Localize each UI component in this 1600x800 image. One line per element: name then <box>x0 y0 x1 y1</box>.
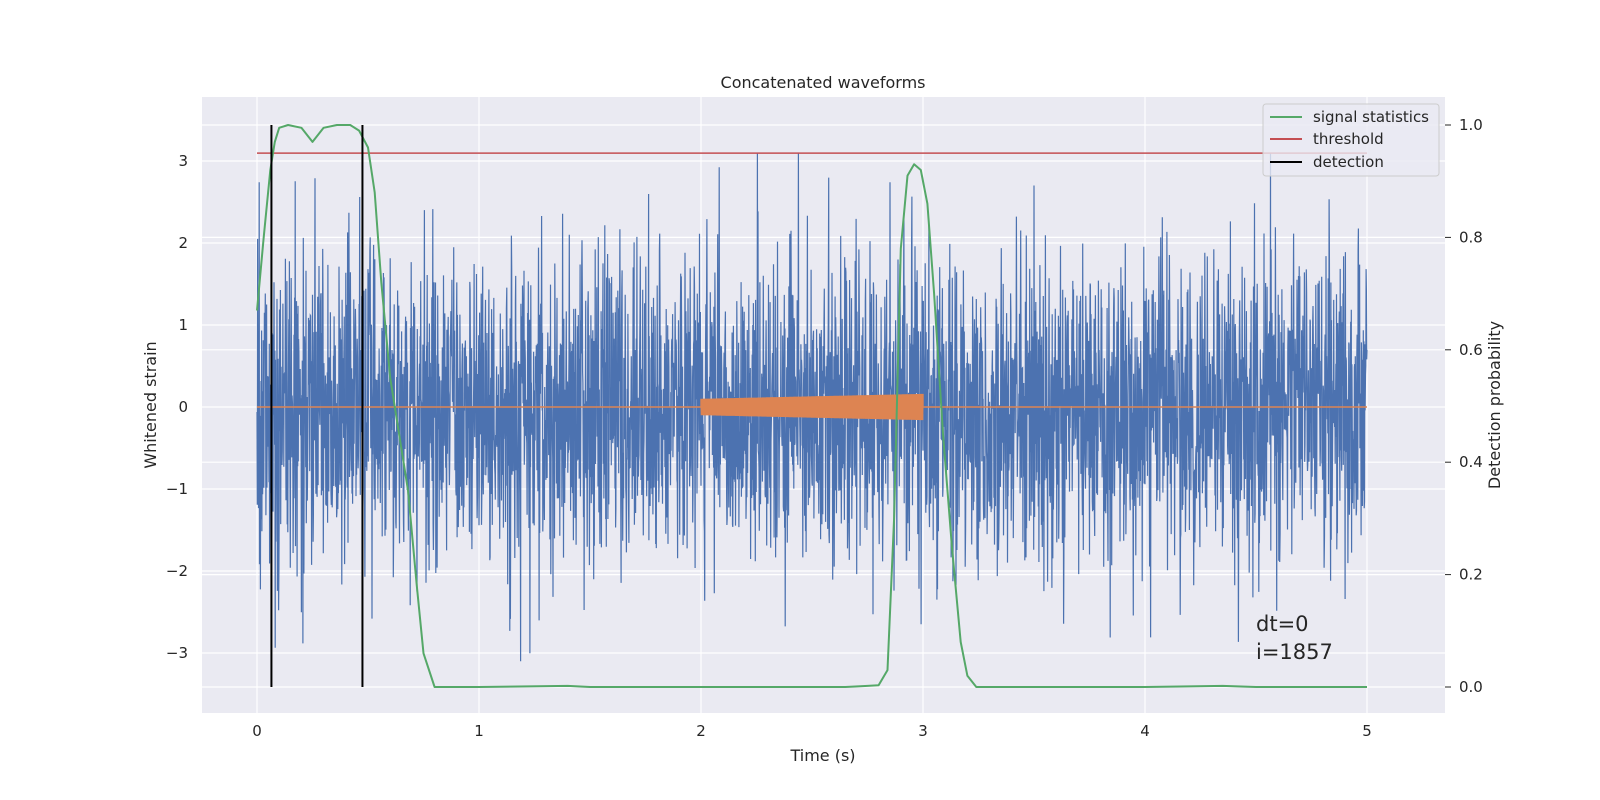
y-tick-label: −3 <box>166 644 188 662</box>
y2-tick-label: 0.4 <box>1459 453 1483 471</box>
strain-line <box>256 152 1368 662</box>
x-axis-ticks: 0 1 2 3 4 5 <box>252 722 1372 740</box>
legend-box <box>1262 103 1440 177</box>
signal-statistics-series <box>256 124 1367 688</box>
y-axis-ticks: −3 −2 −1 0 1 2 3 <box>166 152 188 662</box>
legend-label-detection: detection <box>1313 153 1384 171</box>
y-tick-label: 3 <box>178 152 188 170</box>
y-tick-label: −2 <box>166 562 188 580</box>
detection-series <box>270 125 364 687</box>
y-tick-label: 0 <box>178 398 188 416</box>
x-tick-label: 5 <box>1362 722 1372 740</box>
x-tick-label: 2 <box>696 722 706 740</box>
y2-tick-label: 0.0 <box>1459 678 1483 696</box>
injection-line <box>257 393 1367 421</box>
x-tick-label: 0 <box>252 722 262 740</box>
x-tick-label: 4 <box>1140 722 1150 740</box>
whitened-strain-series <box>256 152 1368 662</box>
y2-tick-label: 0.6 <box>1459 341 1483 359</box>
x-tick-label: 3 <box>918 722 928 740</box>
y2-tick-label: 1.0 <box>1459 116 1483 134</box>
legend-label-signal-statistics: signal statistics <box>1313 108 1429 126</box>
y-axis-label: Whitened strain <box>141 341 160 468</box>
y2-axis-label: Detection probability <box>1485 321 1504 489</box>
y-tick-label: 2 <box>178 234 188 252</box>
y-tick-label: −1 <box>166 480 188 498</box>
y2-axis-ticks: 0.0 0.2 0.4 0.6 0.8 1.0 <box>1445 116 1483 696</box>
chart-title: Concatenated waveforms <box>721 73 926 92</box>
injected-signal-series <box>257 393 1367 421</box>
annotation-i: i=1857 <box>1256 640 1333 664</box>
y2-tick-label: 0.8 <box>1459 228 1483 246</box>
signal-statistics-line <box>256 124 1367 688</box>
y2-tick-label: 0.2 <box>1459 566 1483 584</box>
x-tick-label: 1 <box>474 722 484 740</box>
legend-label-threshold: threshold <box>1313 130 1384 148</box>
legend: signal statistics threshold detection <box>1262 103 1440 177</box>
annotation-dt: dt=0 <box>1256 612 1309 636</box>
x-axis-label: Time (s) <box>789 746 855 765</box>
y-tick-label: 1 <box>178 316 188 334</box>
